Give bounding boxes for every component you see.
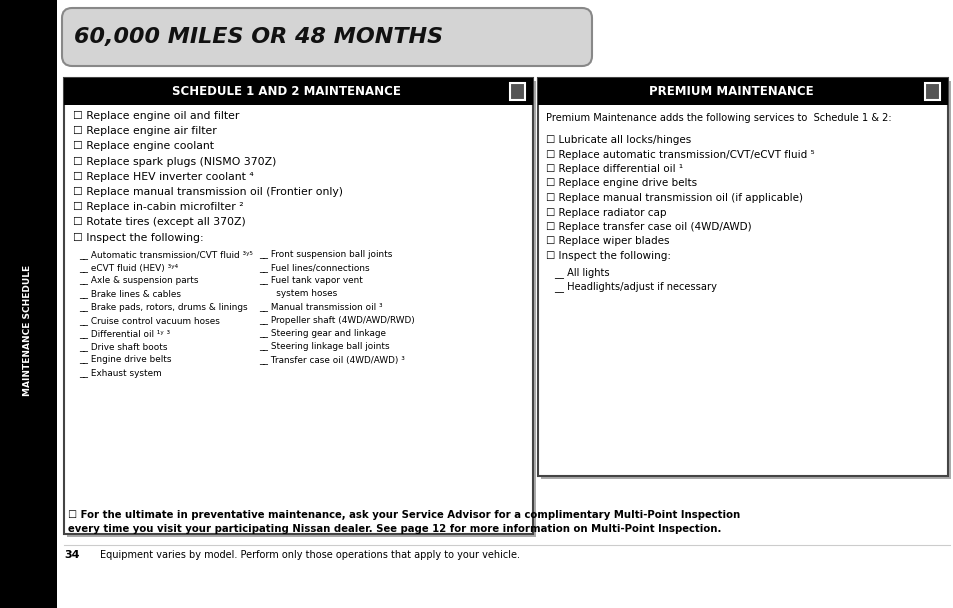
Text: __ Automatic transmission/CVT fluid ³ʸ⁵: __ Automatic transmission/CVT fluid ³ʸ⁵ — [79, 250, 253, 259]
Text: __ Differential oil ¹ʸ ³: __ Differential oil ¹ʸ ³ — [79, 329, 170, 338]
Text: 60,000 MILES OR 48 MONTHS: 60,000 MILES OR 48 MONTHS — [74, 27, 442, 47]
Text: ☐ Replace engine air filter: ☐ Replace engine air filter — [73, 126, 216, 136]
Text: __ Manual transmission oil ³: __ Manual transmission oil ³ — [258, 303, 382, 311]
Text: __ Cruise control vacuum hoses: __ Cruise control vacuum hoses — [79, 316, 219, 325]
Text: every time you visit your participating Nissan dealer. See page 12 for more info: every time you visit your participating … — [68, 524, 720, 534]
Text: ☐ Replace transfer case oil (4WD/AWD): ☐ Replace transfer case oil (4WD/AWD) — [545, 222, 751, 232]
Text: __ Brake lines & cables: __ Brake lines & cables — [79, 289, 181, 299]
Text: __ Brake pads, rotors, drums & linings: __ Brake pads, rotors, drums & linings — [79, 303, 248, 311]
Text: __ Axle & suspension parts: __ Axle & suspension parts — [79, 276, 198, 285]
Text: ☐ Inspect the following:: ☐ Inspect the following: — [73, 233, 203, 243]
Text: __ Fuel lines/connections: __ Fuel lines/connections — [258, 263, 369, 272]
Bar — [64, 78, 533, 105]
Text: __ Engine drive belts: __ Engine drive belts — [79, 356, 172, 364]
Text: __ Drive shaft boots: __ Drive shaft boots — [79, 342, 168, 351]
Text: ☐ Replace spark plugs (NISMO 370Z): ☐ Replace spark plugs (NISMO 370Z) — [73, 157, 276, 167]
Bar — [924, 83, 939, 100]
Bar — [67, 81, 536, 537]
Bar — [510, 83, 524, 100]
Text: ☐ Replace wiper blades: ☐ Replace wiper blades — [545, 237, 669, 246]
Bar — [537, 78, 947, 105]
Text: __ Fuel tank vapor vent: __ Fuel tank vapor vent — [258, 276, 362, 285]
Text: __ Propeller shaft (4WD/AWD/RWD): __ Propeller shaft (4WD/AWD/RWD) — [258, 316, 415, 325]
Text: __ Front suspension ball joints: __ Front suspension ball joints — [258, 250, 392, 259]
Text: ☐ Replace engine oil and filter: ☐ Replace engine oil and filter — [73, 111, 239, 121]
Text: ☐ Replace differential oil ¹: ☐ Replace differential oil ¹ — [545, 164, 682, 174]
Text: Premium Maintenance adds the following services to  Schedule 1 & 2:: Premium Maintenance adds the following s… — [545, 113, 891, 123]
Text: ☐ Replace manual transmission oil (Frontier only): ☐ Replace manual transmission oil (Front… — [73, 187, 343, 197]
Text: ☐ Replace automatic transmission/CVT/eCVT fluid ⁵: ☐ Replace automatic transmission/CVT/eCV… — [545, 150, 814, 159]
Bar — [64, 78, 533, 534]
Text: ☐ Replace engine coolant: ☐ Replace engine coolant — [73, 142, 213, 151]
Text: ☐ Inspect the following:: ☐ Inspect the following: — [545, 251, 670, 261]
Text: PREMIUM MAINTENANCE: PREMIUM MAINTENANCE — [648, 85, 813, 98]
Bar — [540, 81, 950, 479]
Bar — [0, 0, 57, 608]
Text: ☐ Lubricate all locks/hinges: ☐ Lubricate all locks/hinges — [545, 135, 691, 145]
Text: ☐ Replace in-cabin microfilter ²: ☐ Replace in-cabin microfilter ² — [73, 202, 243, 212]
Text: __ eCVT fluid (HEV) ³ʸ⁴: __ eCVT fluid (HEV) ³ʸ⁴ — [79, 263, 178, 272]
FancyBboxPatch shape — [62, 8, 592, 66]
Text: ☐ Rotate tires (except all 370Z): ☐ Rotate tires (except all 370Z) — [73, 218, 246, 227]
Text: ☐ Replace manual transmission oil (if applicable): ☐ Replace manual transmission oil (if ap… — [545, 193, 802, 203]
Text: 34: 34 — [64, 550, 79, 560]
Text: Equipment varies by model. Perform only those operations that apply to your vehi: Equipment varies by model. Perform only … — [100, 550, 519, 560]
Text: ☐ For the ultimate in preventative maintenance, ask your Service Advisor for a c: ☐ For the ultimate in preventative maint… — [68, 510, 740, 520]
Bar — [537, 78, 947, 476]
Text: __ Transfer case oil (4WD/AWD) ³: __ Transfer case oil (4WD/AWD) ³ — [258, 356, 404, 364]
Text: SCHEDULE 1 AND 2 MAINTENANCE: SCHEDULE 1 AND 2 MAINTENANCE — [172, 85, 400, 98]
Text: ☐ Replace radiator cap: ☐ Replace radiator cap — [545, 207, 666, 218]
Text: system hoses: system hoses — [258, 289, 337, 299]
Text: ☐ Replace HEV inverter coolant ⁴: ☐ Replace HEV inverter coolant ⁴ — [73, 172, 253, 182]
Text: __ Steering linkage ball joints: __ Steering linkage ball joints — [258, 342, 389, 351]
Text: MAINTENANCE SCHEDULE: MAINTENANCE SCHEDULE — [24, 264, 32, 396]
Text: __ Headlights/adjust if necessary: __ Headlights/adjust if necessary — [554, 281, 717, 292]
Text: __ Steering gear and linkage: __ Steering gear and linkage — [258, 329, 386, 338]
Text: ☐ Replace engine drive belts: ☐ Replace engine drive belts — [545, 179, 697, 188]
Text: __ Exhaust system: __ Exhaust system — [79, 368, 162, 378]
Text: __ All lights: __ All lights — [554, 268, 609, 278]
